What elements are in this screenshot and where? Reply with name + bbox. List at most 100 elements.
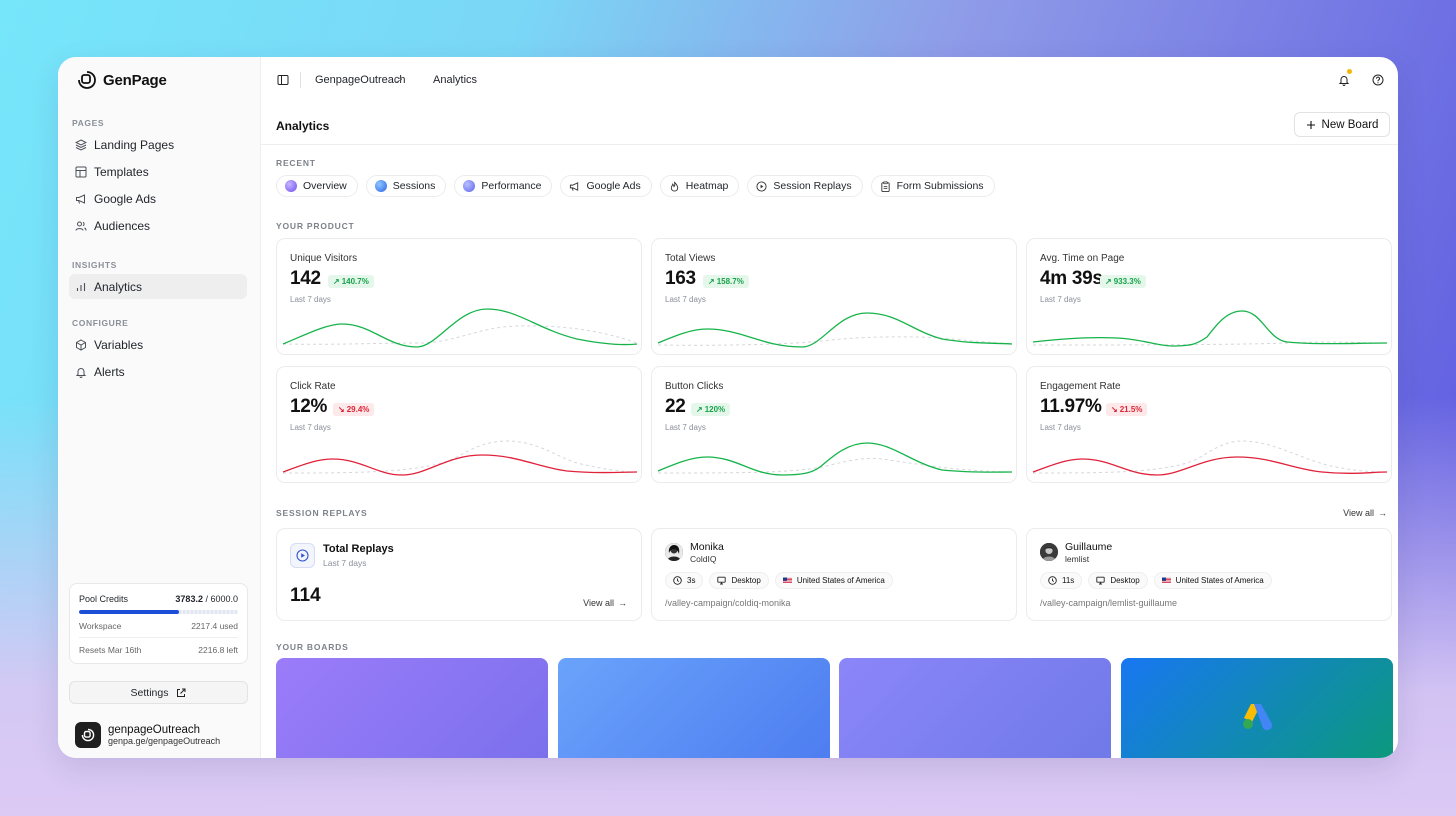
board-card[interactable] [839, 658, 1111, 758]
session-device-tag: Desktop [1088, 572, 1148, 589]
chip-label: Sessions [392, 180, 436, 192]
replay-icon [756, 180, 767, 192]
sidebar-toggle-icon[interactable] [277, 74, 289, 86]
total-replays-value: 114 [290, 585, 321, 606]
workspace-avatar [75, 722, 101, 748]
total-replays-card[interactable]: Total Replays Last 7 days 114 View all → [276, 528, 642, 621]
metric-change: 140.7% [341, 277, 369, 286]
avatar [1040, 543, 1058, 561]
session-meta: 11s Desktop United States of America [1040, 572, 1272, 589]
breadcrumb-current: Analytics [433, 74, 478, 86]
recent-chip-form-submissions[interactable]: Form Submissions [870, 175, 995, 197]
sidebar-item-alerts[interactable]: Alerts [69, 359, 247, 384]
account-switcher[interactable]: genpageOutreach genpa.ge/genpageOutreach [75, 722, 220, 748]
session-replay-card[interactable]: Guillaume lemlist 11s Desktop United Sta… [1026, 528, 1392, 621]
metric-card-button-clicks[interactable]: Button Clicks 22 ↗ 120% Last 7 days [651, 366, 1017, 483]
your-product-label: YOUR PRODUCT [276, 221, 355, 231]
megaphone-icon [570, 181, 579, 191]
clock-icon [673, 576, 682, 585]
metric-change-badge: ↘ 29.4% [333, 403, 375, 416]
monitor-icon [1096, 576, 1105, 585]
trend-up-icon: ↗ [333, 277, 340, 286]
sparkline-previous [282, 325, 638, 345]
app-logo[interactable]: GenPage [77, 70, 167, 90]
topbar: GenpageOutreach > Analytics [261, 57, 1398, 103]
metric-value: 4m 39s [1040, 268, 1103, 289]
resets-value: 2216.8 left [198, 645, 238, 655]
settings-button[interactable]: Settings [69, 681, 248, 704]
sparkline-chart [657, 442, 1013, 476]
metric-change-badge: ↗ 158.7% [703, 275, 749, 288]
board-card[interactable] [276, 658, 548, 758]
sidebar-item-analytics[interactable]: Analytics [69, 274, 247, 299]
metric-period: Last 7 days [290, 423, 331, 432]
sparkline-previous [657, 458, 1013, 474]
session-replays-view-all-link[interactable]: View all → [1343, 508, 1387, 518]
credits-progress-bar [79, 610, 238, 614]
sparkline-chart [1032, 440, 1388, 476]
section-label-configure: CONFIGURE [72, 318, 129, 328]
new-board-label: New Board [1321, 118, 1379, 131]
trend-up-icon: ↗ [708, 277, 715, 286]
sidebar-item-landing-pages[interactable]: Landing Pages [69, 132, 247, 157]
sidebar-item-audiences[interactable]: Audiences [69, 213, 247, 238]
session-path: /valley-campaign/lemlist-guillaume [1040, 598, 1178, 608]
section-label-pages: PAGES [72, 118, 105, 128]
orb-icon [463, 180, 476, 192]
recent-chip-session-replays[interactable]: Session Replays [747, 175, 863, 197]
sparkline-chart [282, 308, 638, 348]
metric-card-unique-visitors[interactable]: Unique Visitors 142 ↗ 140.7% Last 7 days [276, 238, 642, 355]
metric-change-badge: ↗ 120% [691, 403, 731, 416]
new-board-button[interactable]: New Board [1294, 112, 1390, 137]
recent-chip-google-ads[interactable]: Google Ads [560, 175, 652, 197]
recent-chip-heatmap[interactable]: Heatmap [659, 175, 740, 197]
metric-label: Button Clicks [665, 381, 724, 392]
sidebar-item-google-ads[interactable]: Google Ads [69, 186, 247, 211]
chip-label: Google Ads [586, 180, 641, 192]
session-country: United States of America [796, 576, 885, 585]
sidebar-item-variables[interactable]: Variables [69, 332, 247, 357]
view-all-label: View all [1343, 508, 1374, 518]
metric-card-total-views[interactable]: Total Views 163 ↗ 158.7% Last 7 days [651, 238, 1017, 355]
google-ads-icon [1243, 704, 1273, 731]
sparkline-previous [657, 336, 1013, 346]
settings-label: Settings [130, 686, 169, 699]
board-card[interactable] [1121, 658, 1393, 758]
pool-credits-card: Pool Credits 3783.2 / 6000.0 Workspace 2… [69, 583, 248, 664]
metric-label: Total Views [665, 253, 716, 264]
notification-bell-icon[interactable] [1338, 74, 1350, 86]
recent-chip-performance[interactable]: Performance [454, 175, 553, 197]
session-duration-tag: 11s [1040, 572, 1083, 589]
metric-period: Last 7 days [665, 423, 706, 432]
trend-up-icon: ↗ [1105, 277, 1112, 286]
sparkline-current [1032, 456, 1388, 476]
metric-label: Engagement Rate [1040, 381, 1121, 392]
metric-card-engagement-rate[interactable]: Engagement Rate 11.97% ↘ 21.5% Last 7 day… [1026, 366, 1392, 483]
recent-chip-overview[interactable]: Overview [276, 175, 358, 197]
recent-label: RECENT [276, 158, 316, 168]
metric-card-click-rate[interactable]: Click Rate 12% ↘ 29.4% Last 7 days [276, 366, 642, 483]
workspace-label: Workspace [79, 621, 122, 631]
page-header: Analytics New Board [261, 103, 1398, 145]
total-replays-view-all-link[interactable]: View all → [583, 598, 627, 608]
session-replay-card[interactable]: Monika ColdIQ 3s Desktop United States o… [651, 528, 1017, 621]
metric-change-badge: ↘ 21.5% [1106, 403, 1148, 416]
board-card[interactable] [558, 658, 830, 758]
sidebar-item-label: Templates [94, 164, 149, 179]
sparkline-current [282, 454, 638, 476]
app-name: GenPage [103, 71, 167, 89]
sidebar-item-label: Landing Pages [94, 137, 175, 152]
trend-down-icon: ↘ [1111, 405, 1118, 414]
notification-dot [1347, 69, 1352, 74]
metric-card-avg-time-on-page[interactable]: Avg. Time on Page 4m 39s ↗ 933.3% Last 7 … [1026, 238, 1392, 355]
help-icon[interactable] [1372, 74, 1384, 86]
section-label-insights: INSIGHTS [72, 260, 117, 270]
recent-chip-sessions[interactable]: Sessions [365, 175, 447, 197]
sparkline-current [657, 442, 1013, 476]
megaphone-icon [75, 193, 87, 205]
session-device: Desktop [1110, 576, 1140, 585]
sidebar-item-templates[interactable]: Templates [69, 159, 247, 184]
breadcrumb-workspace[interactable]: GenpageOutreach [315, 74, 406, 86]
session-meta: 3s Desktop United States of America [665, 572, 893, 589]
us-flag-icon [782, 577, 792, 584]
